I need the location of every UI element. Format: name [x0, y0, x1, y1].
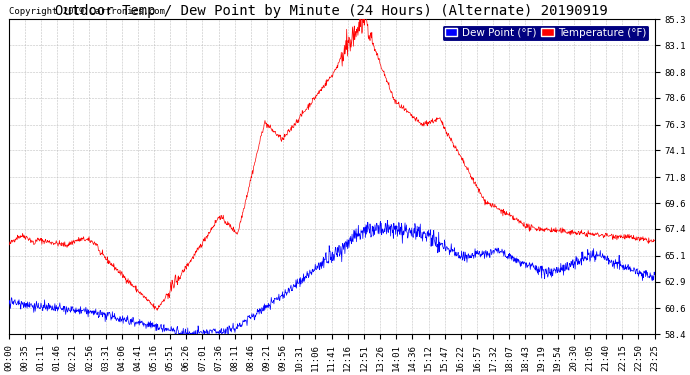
Text: Copyright 2019 Cartronics.com: Copyright 2019 Cartronics.com	[9, 7, 164, 16]
Title: Outdoor Temp / Dew Point by Minute (24 Hours) (Alternate) 20190919: Outdoor Temp / Dew Point by Minute (24 H…	[55, 4, 608, 18]
Legend: Dew Point (°F), Temperature (°F): Dew Point (°F), Temperature (°F)	[442, 24, 649, 41]
